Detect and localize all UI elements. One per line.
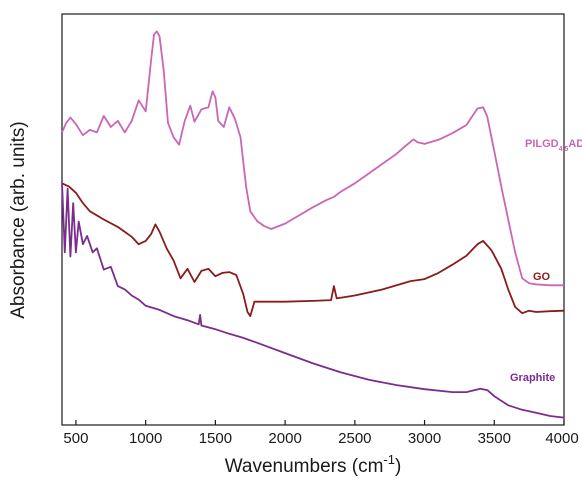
x-tick-label: 500 <box>63 430 88 447</box>
series-label-pilgd-main: PILGD <box>525 138 559 150</box>
x-tick-label: 1500 <box>199 430 232 447</box>
series-label-pilgd-end: AD <box>568 138 582 150</box>
x-tick-label: 2000 <box>268 430 301 447</box>
series-label-go: GO <box>533 271 551 283</box>
x-axis-title-base: Wavenumbers (cm <box>225 456 384 477</box>
x-tick-label: 4000 <box>545 430 578 447</box>
x-axis-title: Wavenumbers (cm-1) <box>225 452 402 477</box>
plot-frame <box>61 13 565 426</box>
series-line-pilgd <box>61 30 564 287</box>
series-layer <box>61 30 565 419</box>
x-axis-ticks: 500 1000 1500 2000 2500 3000 3500 4000 <box>63 420 579 447</box>
x-axis-title-end: ) <box>395 456 401 477</box>
x-axis-title-sup: -1 <box>383 452 395 467</box>
series-line-graphite <box>61 182 565 419</box>
y-axis-title: Absorbance (arb. units) <box>8 121 29 319</box>
x-tick-label: 1000 <box>129 430 162 447</box>
series-label-pilgd: PILGD4.5AD <box>525 138 582 153</box>
series-label-pilgd-sub: 4.5 <box>559 146 569 153</box>
x-tick-label: 2500 <box>338 430 371 447</box>
series-line-go <box>61 182 565 317</box>
series-label-graphite: Graphite <box>510 372 555 384</box>
x-tick-label: 3000 <box>408 430 441 447</box>
x-tick-label: 3500 <box>478 430 511 447</box>
